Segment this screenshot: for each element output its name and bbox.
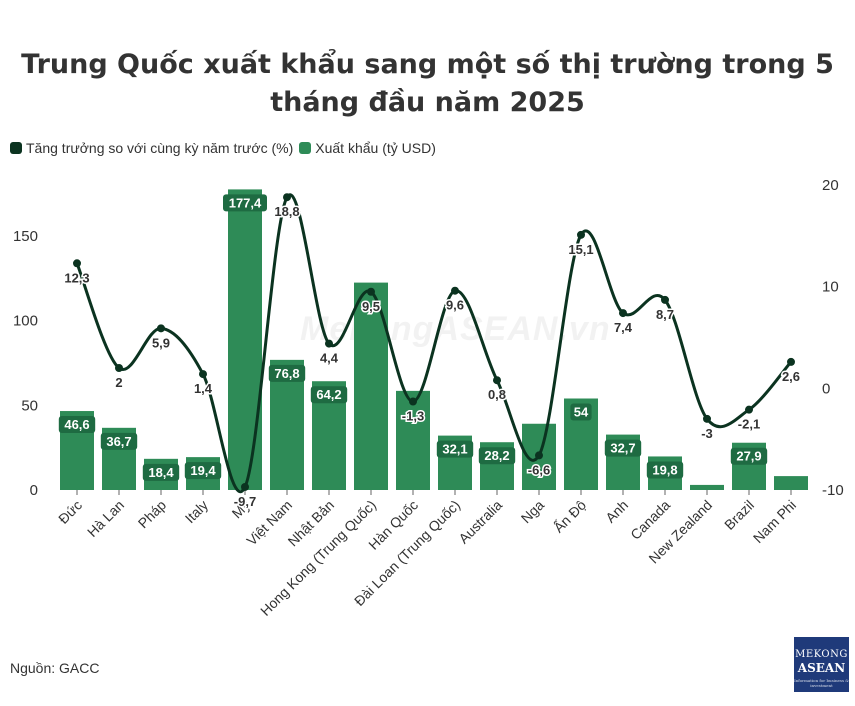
y-right-tick-label: -10 (822, 482, 844, 499)
x-tick-label: Italy (182, 497, 211, 526)
growth-data-label: 15,1 (568, 242, 593, 257)
bar-label-bg (142, 463, 180, 481)
growth-data-label: 8,7 (656, 307, 674, 322)
x-tick-label: Hà Lan (84, 497, 127, 540)
growth-point (703, 414, 711, 423)
legend: Tăng trưởng so với cùng kỳ năm trước (%)… (10, 140, 442, 156)
chart-title: Trung Quốc xuất khẩu sang một số thị trư… (21, 49, 834, 118)
growth-data-label: 9,5 (362, 299, 380, 314)
legend-swatch-export (299, 142, 312, 154)
growth-point (73, 259, 81, 268)
bar-data-label: 19,8 (652, 462, 677, 477)
growth-data-label: 18,8 (274, 204, 299, 219)
growth-point (745, 405, 753, 414)
growth-point (787, 357, 795, 366)
x-tick-label: Nga (518, 497, 548, 527)
source-note: Nguồn: GACC (10, 660, 100, 676)
x-tick-label: Anh (602, 497, 631, 526)
bar-label-bg (100, 432, 138, 450)
y-right-tick-label: 20 (822, 177, 839, 194)
bar-label-bg (604, 439, 642, 457)
bar-label-bg (184, 462, 222, 480)
growth-point (409, 397, 417, 406)
growth-point (325, 339, 333, 348)
growth-point (451, 286, 459, 295)
y-right-tick-label: 0 (822, 380, 830, 397)
bar-label-bg (570, 403, 592, 421)
growth-data-label: 0,8 (488, 387, 506, 402)
growth-point (157, 324, 165, 333)
bar (690, 484, 724, 490)
growth-data-label: 9,6 (446, 298, 464, 313)
bar (396, 390, 430, 490)
bar-label-bg (58, 416, 96, 434)
bar-data-label: 18,4 (148, 465, 174, 480)
legend-item-export[interactable]: Xuất khẩu (tỷ USD) (299, 140, 436, 156)
growth-point (577, 230, 585, 239)
bar-label-bg (268, 364, 306, 382)
legend-label-export: Xuất khẩu (tỷ USD) (315, 140, 436, 156)
growth-data-label: -6,6 (528, 462, 550, 477)
growth-data-label: 12,3 (64, 270, 89, 285)
mekong-asean-logo: MEKONG ASEAN Information for business & … (794, 637, 849, 692)
growth-point (199, 370, 207, 379)
bar-data-label: 28,2 (484, 448, 509, 463)
bar-label-bg (646, 461, 684, 479)
logo-line-3: Information for business & investment (794, 678, 849, 688)
growth-data-label: 7,4 (614, 320, 633, 335)
growth-data-label: 2,6 (782, 369, 800, 384)
x-tick-label: Đức (55, 497, 85, 527)
bar-label-bg (478, 447, 516, 465)
growth-point (241, 482, 249, 491)
y-left-tick-label: 50 (21, 397, 38, 414)
logo-line-2: ASEAN (797, 661, 846, 675)
growth-data-label: -2,1 (738, 417, 760, 432)
growth-point (619, 309, 627, 318)
logo-line-1: MEKONG (795, 649, 848, 660)
growth-data-label: 2 (115, 375, 122, 390)
bar-data-label: 54 (574, 405, 589, 420)
growth-point (661, 295, 669, 304)
bar-data-label: 19,4 (190, 463, 216, 478)
growth-point (283, 193, 291, 202)
growth-line (75, 193, 793, 493)
bar-data-label: 36,7 (106, 434, 131, 449)
growth-data-label: 1,4 (194, 381, 213, 396)
bar-data-label: 76,8 (274, 366, 299, 381)
bar-data-label: 32,1 (442, 442, 467, 457)
bar-label-bg (730, 447, 768, 465)
bar-label-bg (436, 440, 474, 458)
bar-label-bg (310, 386, 348, 404)
growth-point (115, 364, 123, 372)
x-tick-label: Pháp (135, 497, 170, 532)
y-left-tick-label: 0 (30, 482, 38, 499)
bar (774, 476, 808, 490)
bar-data-label: 32,7 (610, 441, 635, 456)
legend-item-growth[interactable]: Tăng trưởng so với cùng kỳ năm trước (%) (10, 140, 293, 156)
y-left-tick-label: 100 (13, 313, 38, 330)
bar-data-label: 46,6 (64, 417, 89, 432)
legend-label-growth: Tăng trưởng so với cùng kỳ năm trước (%) (26, 140, 294, 156)
bar-data-label: 64,2 (316, 387, 341, 402)
growth-data-label: -3 (701, 426, 713, 441)
bar-label-bg (223, 194, 267, 212)
growth-point (535, 451, 543, 460)
growth-data-label: 5,9 (152, 335, 170, 350)
x-tick-label: Nam Phi (750, 497, 799, 546)
x-tick-label: Brazil (721, 497, 757, 533)
x-tick-label: Ấn Độ (550, 497, 589, 536)
bar-data-label: 177,4 (229, 195, 262, 210)
growth-point (367, 287, 375, 296)
bar-data-label: 27,9 (736, 449, 761, 464)
growth-data-label: -9,7 (234, 494, 256, 509)
y-left-tick-label: 150 (13, 228, 38, 245)
growth-point (493, 376, 501, 385)
bar (228, 189, 262, 490)
y-right-tick-label: 10 (822, 279, 839, 296)
growth-data-label: 4,4 (320, 351, 339, 366)
legend-swatch-growth (10, 142, 22, 154)
x-tick-label: Australia (455, 497, 505, 547)
growth-data-label: -1,3 (402, 409, 424, 424)
